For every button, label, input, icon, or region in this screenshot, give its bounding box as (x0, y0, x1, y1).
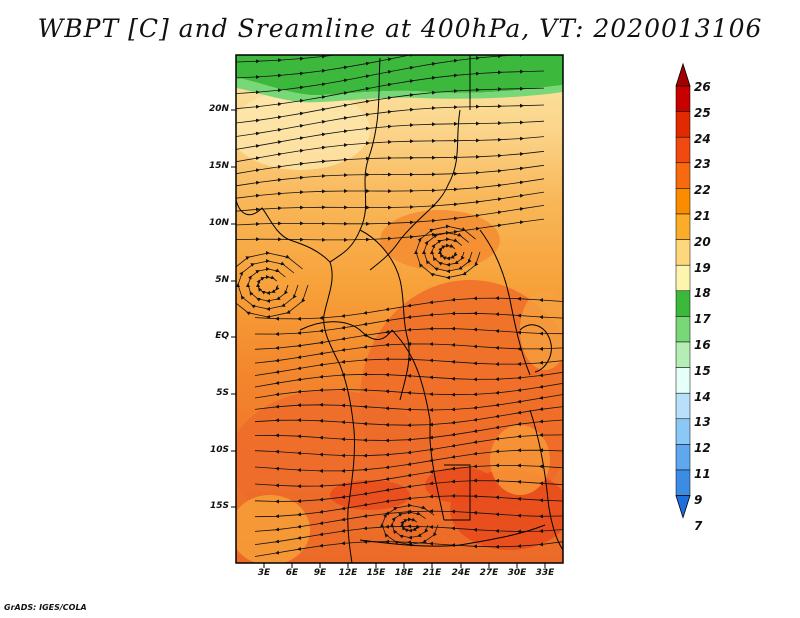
colorbar-label: 24 (694, 131, 711, 146)
lon-label: 27E (479, 568, 499, 578)
coastline-and-borders (236, 55, 563, 563)
colorbar-min-arrow (675, 495, 691, 519)
colorbar-label: 11 (694, 467, 711, 481)
lat-label: EQ (215, 331, 229, 341)
colorbar-label: 13 (694, 415, 711, 430)
streamline (254, 371, 563, 388)
lon-label: 3E (257, 568, 271, 578)
colorbar (675, 62, 691, 519)
streamline (254, 382, 563, 399)
colorbar-label: 22 (694, 183, 711, 198)
map-frame (235, 54, 564, 564)
colorbar-segment (675, 213, 691, 240)
colorbar-max-arrow (675, 62, 691, 87)
colorbar-segment (675, 162, 691, 189)
colorbar-segment (675, 111, 691, 138)
colorbar-label: 19 (694, 260, 711, 275)
streamline (236, 218, 545, 242)
colorbar-segment (675, 188, 691, 215)
colorbar-segment (675, 444, 691, 471)
colorbar-label: 17 (694, 312, 711, 327)
colorbar-label: 15 (694, 363, 711, 378)
colorbar-segment (675, 392, 691, 420)
map-title: WBPT [C] and Sreamline at 400hPa, VT: 20… (37, 14, 763, 43)
streamline (414, 224, 481, 280)
lon-label: 24E (451, 568, 471, 578)
lon-label: 9E (313, 568, 327, 578)
lat-label: 15S (209, 501, 229, 511)
grads-credit: GrADS: IGES/COLA (4, 603, 87, 612)
wbpt-field (236, 55, 563, 563)
lon-label: 30E (507, 568, 527, 578)
colorbar-segment (675, 239, 691, 266)
colorbar-label: 7 (694, 518, 703, 533)
lon-label: 12E (338, 568, 358, 578)
colorbar-segment (675, 85, 691, 112)
lon-label: 15E (366, 568, 386, 578)
colorbar-segment (675, 367, 691, 394)
streamline (236, 178, 545, 199)
lat-label: 10S (209, 445, 229, 455)
colorbar-segment (675, 418, 691, 445)
colorbar-label: 18 (694, 286, 711, 301)
colorbar-label: 20 (694, 234, 711, 249)
streamline (236, 164, 545, 187)
lon-label: 21E (422, 568, 442, 578)
colorbar-label: 14 (694, 389, 711, 404)
colorbar-segment (675, 264, 691, 292)
colorbar-label: 16 (694, 338, 711, 352)
lon-label: 33E (535, 568, 555, 578)
lat-label: 20N (208, 104, 229, 114)
lon-ticks (263, 563, 546, 568)
streamline (236, 150, 545, 175)
colorbar-label: 21 (694, 209, 711, 223)
streamline (380, 503, 439, 547)
colorbar-segment (675, 290, 691, 317)
colorbar-label: 23 (694, 157, 711, 172)
lat-label: 5N (215, 275, 229, 285)
lat-ticks (231, 109, 236, 508)
colorbar-label: 9 (694, 492, 703, 507)
lat-label: 10N (208, 218, 229, 228)
colorbar-segment (675, 136, 691, 164)
colorbar-segment (675, 316, 691, 343)
colorbar-label: 12 (694, 441, 711, 456)
colorbar-label: 26 (694, 80, 711, 94)
streamlines (236, 55, 563, 557)
lon-label: 6E (285, 568, 299, 578)
lat-label: 15N (208, 161, 229, 171)
lat-label: 5S (216, 388, 229, 398)
colorbar-label: 25 (694, 105, 711, 120)
colorbar-segment (675, 341, 691, 368)
colorbar-segment (675, 469, 691, 496)
lon-label: 18E (394, 568, 414, 578)
